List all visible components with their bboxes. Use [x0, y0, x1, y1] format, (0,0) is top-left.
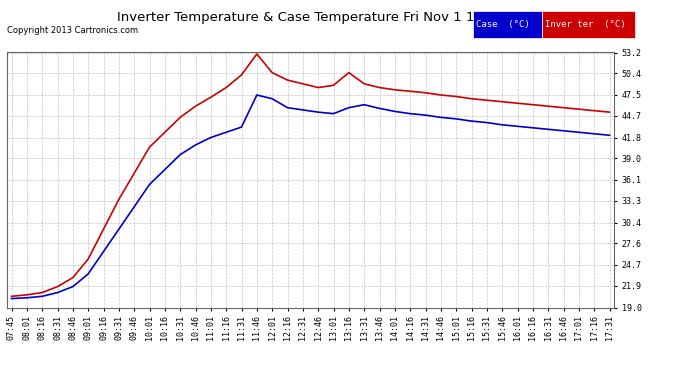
- Text: Copyright 2013 Cartronics.com: Copyright 2013 Cartronics.com: [7, 26, 138, 35]
- Text: Inverter Temperature & Case Temperature Fri Nov 1 17:38: Inverter Temperature & Case Temperature …: [117, 11, 504, 24]
- Text: Case  (°C): Case (°C): [476, 20, 530, 29]
- Text: Inver ter  (°C): Inver ter (°C): [545, 20, 626, 29]
